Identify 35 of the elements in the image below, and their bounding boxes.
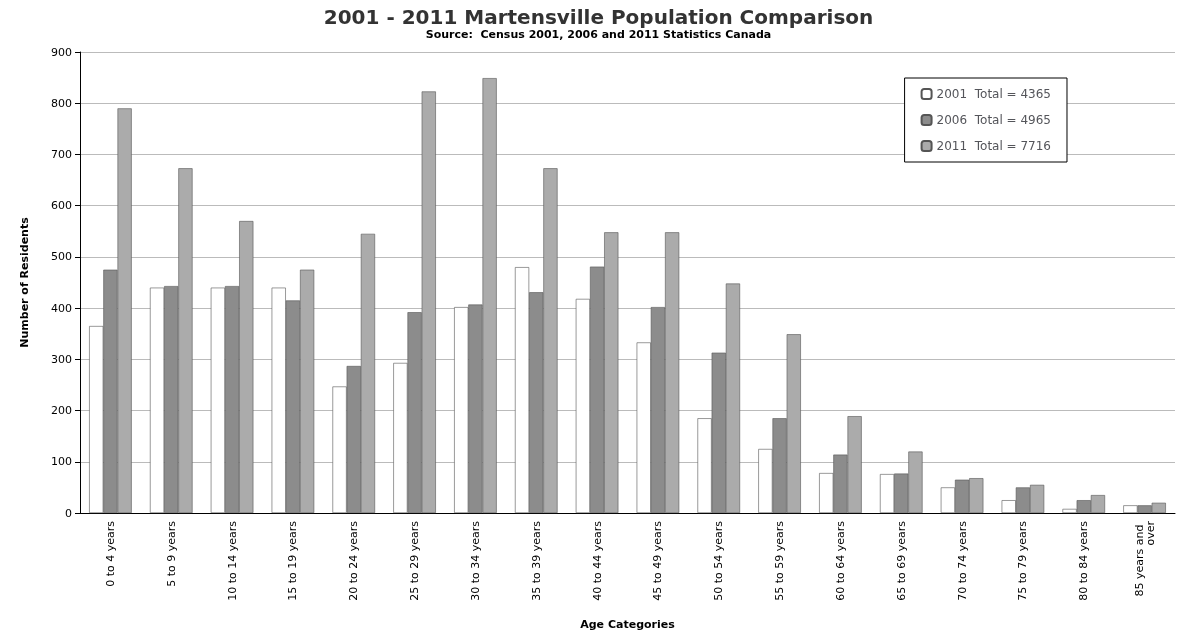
chart-title: 2001 - 2011 Martensville Population Comparison xyxy=(323,5,874,29)
y-tick-label: 300 xyxy=(51,352,72,366)
x-tick-label: 75 to 79 years xyxy=(1016,520,1030,601)
legend-label: 2001 Total = 4365 xyxy=(936,87,1052,101)
y-tick-label: 100 xyxy=(51,455,72,469)
y-tick-label: 400 xyxy=(51,301,72,315)
x-tick-label: 80 to 84 years xyxy=(1077,520,1091,601)
x-tick-label: 40 to 44 years xyxy=(590,520,604,601)
x-tick-label: 0 to 4 years xyxy=(103,520,117,587)
y-tick-label: 0 xyxy=(65,506,72,520)
x-tick-label: 50 to 54 years xyxy=(712,520,726,601)
y-tick-label: 700 xyxy=(51,147,72,161)
x-tick-label: 85 years and over xyxy=(1132,520,1157,597)
x-tick-label: 25 to 29 years xyxy=(408,520,422,601)
x-axis-title: Age Categories xyxy=(580,618,676,631)
legend-label: 2006 Total = 4965 xyxy=(936,113,1052,127)
x-tick-label: 5 to 9 years xyxy=(164,520,178,587)
x-tick-label: 55 to 59 years xyxy=(773,520,787,601)
x-tick-label: 10 to 14 years xyxy=(225,520,239,601)
x-tick-label: 35 to 39 years xyxy=(529,520,543,601)
y-tick-label: 600 xyxy=(51,199,72,213)
x-tick-label: 45 to 49 years xyxy=(651,520,665,601)
y-tick-label: 500 xyxy=(51,250,72,264)
x-tick-label: 60 to 64 years xyxy=(833,520,847,601)
y-axis-title: Number of Residents xyxy=(18,216,31,348)
x-tick-label: 15 to 19 years xyxy=(286,520,300,601)
x-tick-label: 70 to 74 years xyxy=(955,520,969,601)
x-tick-label: 30 to 34 years xyxy=(468,520,482,601)
legend-label: 2011 Total = 7716 xyxy=(936,139,1052,153)
y-tick-label: 900 xyxy=(51,45,72,59)
chart-subtitle: Source: Census 2001, 2006 and 2011 Statistics Canada xyxy=(425,28,772,41)
x-tick-label: 65 to 69 years xyxy=(894,520,908,601)
y-tick-label: 800 xyxy=(51,96,72,110)
x-tick-label: 20 to 24 years xyxy=(347,520,361,601)
y-tick-label: 200 xyxy=(51,404,72,418)
